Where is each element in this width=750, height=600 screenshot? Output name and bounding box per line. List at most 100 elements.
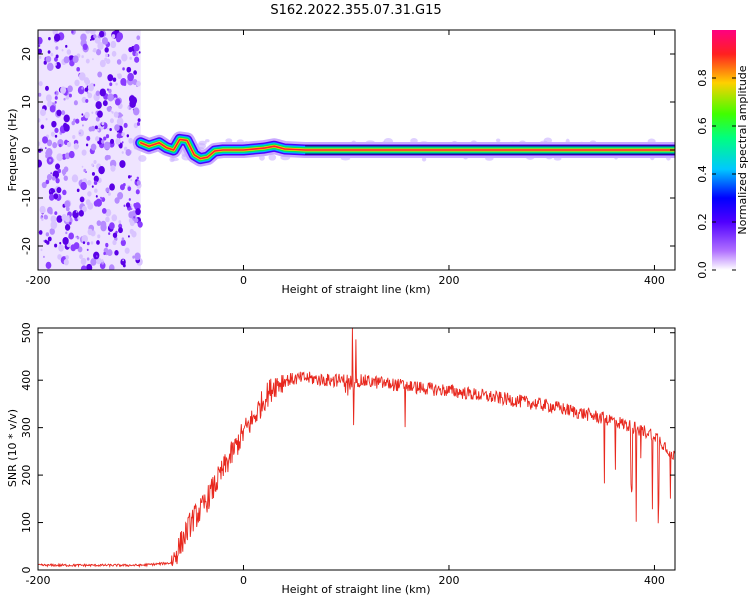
top-y-tick-label: 20 [20, 47, 33, 61]
noise-speck [92, 58, 94, 61]
noise-speck [50, 52, 54, 57]
noise-speck [85, 58, 90, 64]
noise-speck [90, 258, 97, 266]
bottom-x-axis-label: Height of straight line (km) [281, 583, 430, 596]
noise-speck [110, 165, 116, 172]
top-y-tick-label: -20 [20, 237, 33, 255]
noise-speck [119, 74, 122, 77]
bottom-y-tick-label: 500 [20, 322, 33, 343]
ridge-spread [205, 139, 210, 143]
noise-speck [86, 135, 91, 141]
noise-speck [83, 168, 87, 173]
noise-speck [84, 87, 89, 92]
top-x-tick-label: 0 [240, 274, 247, 287]
top-x-tick-label: 400 [644, 274, 665, 287]
noise-speck [69, 221, 72, 225]
noise-speck [45, 179, 50, 185]
noise-speck [95, 90, 101, 97]
noise-speck [97, 234, 101, 239]
noise-speck [111, 34, 116, 39]
noise-speck [81, 113, 84, 116]
bottom-y-axis-ticks: 0 100 200 300 400 500 [20, 322, 675, 574]
noise-speck [135, 52, 139, 56]
noise-speck [80, 33, 87, 42]
noise-speck [80, 257, 87, 265]
snr-frame [37, 327, 676, 571]
noise-speck [81, 86, 84, 90]
colorbar-gradient [712, 30, 736, 270]
noise-speck [109, 183, 115, 191]
noise-speck [123, 122, 128, 128]
ridge-spread [421, 157, 427, 162]
noise-speck [55, 46, 59, 50]
noise-speck [38, 44, 41, 47]
noise-speck [112, 77, 117, 82]
noise-speck [133, 203, 137, 208]
noise-speck [57, 139, 64, 148]
noise-speck [61, 110, 66, 116]
noise-speck [61, 169, 67, 175]
noise-speck [121, 132, 125, 137]
frequency-ridge [132, 131, 675, 167]
noise-speck [110, 110, 113, 113]
noise-speck [130, 175, 132, 178]
noise-speck [106, 106, 112, 112]
noise-speck [123, 204, 126, 208]
top-y-axis-ticks: -20 -10 0 10 20 [20, 47, 675, 255]
noise-speck [95, 48, 102, 56]
top-y-axis-label: Frequency (Hz) [6, 109, 19, 192]
noise-speck [89, 30, 96, 35]
noise-speck [77, 86, 85, 95]
noise-speck [132, 255, 135, 259]
noise-speck [116, 133, 122, 139]
noise-speck [72, 135, 76, 140]
noise-speck [101, 37, 108, 45]
noise-speck [91, 185, 94, 188]
colorbar-tick-label: 0.0 [696, 261, 709, 279]
noise-speck [104, 57, 108, 62]
noise-speck [51, 120, 57, 128]
noise-speck [112, 232, 118, 238]
noise-speck [133, 216, 136, 219]
noise-speck [120, 258, 126, 266]
noise-speck [72, 55, 79, 64]
colorbar-tick-label: 0.6 [696, 117, 709, 135]
noise-speck [86, 91, 89, 94]
noise-speck [125, 202, 131, 208]
ridge-spread [225, 138, 233, 143]
ridge-core [139, 138, 675, 160]
noise-speck [65, 255, 69, 260]
noise-speck [116, 59, 122, 65]
noise-speck [111, 214, 118, 222]
noise-speck [56, 186, 62, 194]
noise-speck [105, 208, 112, 217]
top-y-tick-label: 0 [20, 147, 33, 154]
noise-speck [137, 221, 143, 228]
noise-speck [63, 122, 68, 128]
noise-speck [63, 97, 66, 101]
noise-speck [38, 230, 43, 235]
noise-speck [50, 131, 55, 137]
noise-speck [43, 255, 45, 258]
noise-speck [113, 111, 119, 118]
noise-speck [91, 111, 94, 114]
noise-speck [135, 208, 141, 216]
noise-speck [136, 122, 141, 126]
noise-speck [105, 134, 110, 139]
noise-speck [38, 141, 41, 147]
bottom-x-axis-ticks: -200 0 200 400 [26, 328, 665, 587]
noise-speck [85, 98, 89, 103]
noise-speck [129, 56, 132, 60]
noise-speck [106, 88, 109, 91]
noise-speck [63, 258, 69, 266]
noise-speck [40, 108, 46, 117]
noise-speck [90, 82, 94, 87]
noise-speck [49, 158, 52, 162]
top-y-tick-label: -10 [20, 189, 33, 207]
noise-speck [127, 175, 131, 179]
noise-speck [116, 32, 124, 41]
noise-speck [87, 191, 92, 197]
noise-speck [64, 200, 71, 208]
noise-speck [76, 236, 80, 240]
